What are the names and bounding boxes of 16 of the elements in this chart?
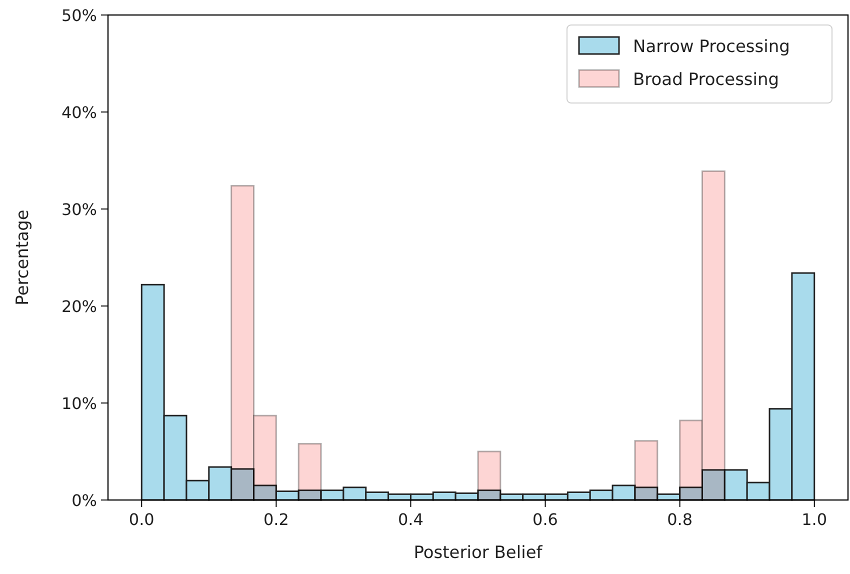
- y-tick-label: 40%: [61, 103, 97, 122]
- x-axis-title: Posterior Belief: [414, 543, 544, 563]
- x-tick-label: 0.8: [667, 510, 693, 529]
- legend-label: Broad Processing: [633, 70, 780, 90]
- y-tick-label: 0%: [72, 491, 97, 510]
- y-tick-label: 50%: [61, 6, 97, 25]
- y-tick-label: 10%: [61, 394, 97, 413]
- y-tick-label: 20%: [61, 297, 97, 316]
- y-tick-label: 30%: [61, 200, 97, 219]
- x-tick-label: 0.2: [263, 510, 289, 529]
- x-tick-label: 0.0: [128, 510, 154, 529]
- x-tick-label: 0.6: [532, 510, 558, 529]
- x-tick-label: 0.4: [398, 510, 424, 529]
- legend-label: Narrow Processing: [633, 37, 790, 57]
- x-tick-label: 1.0: [802, 510, 828, 529]
- y-axis-title: Percentage: [13, 210, 33, 306]
